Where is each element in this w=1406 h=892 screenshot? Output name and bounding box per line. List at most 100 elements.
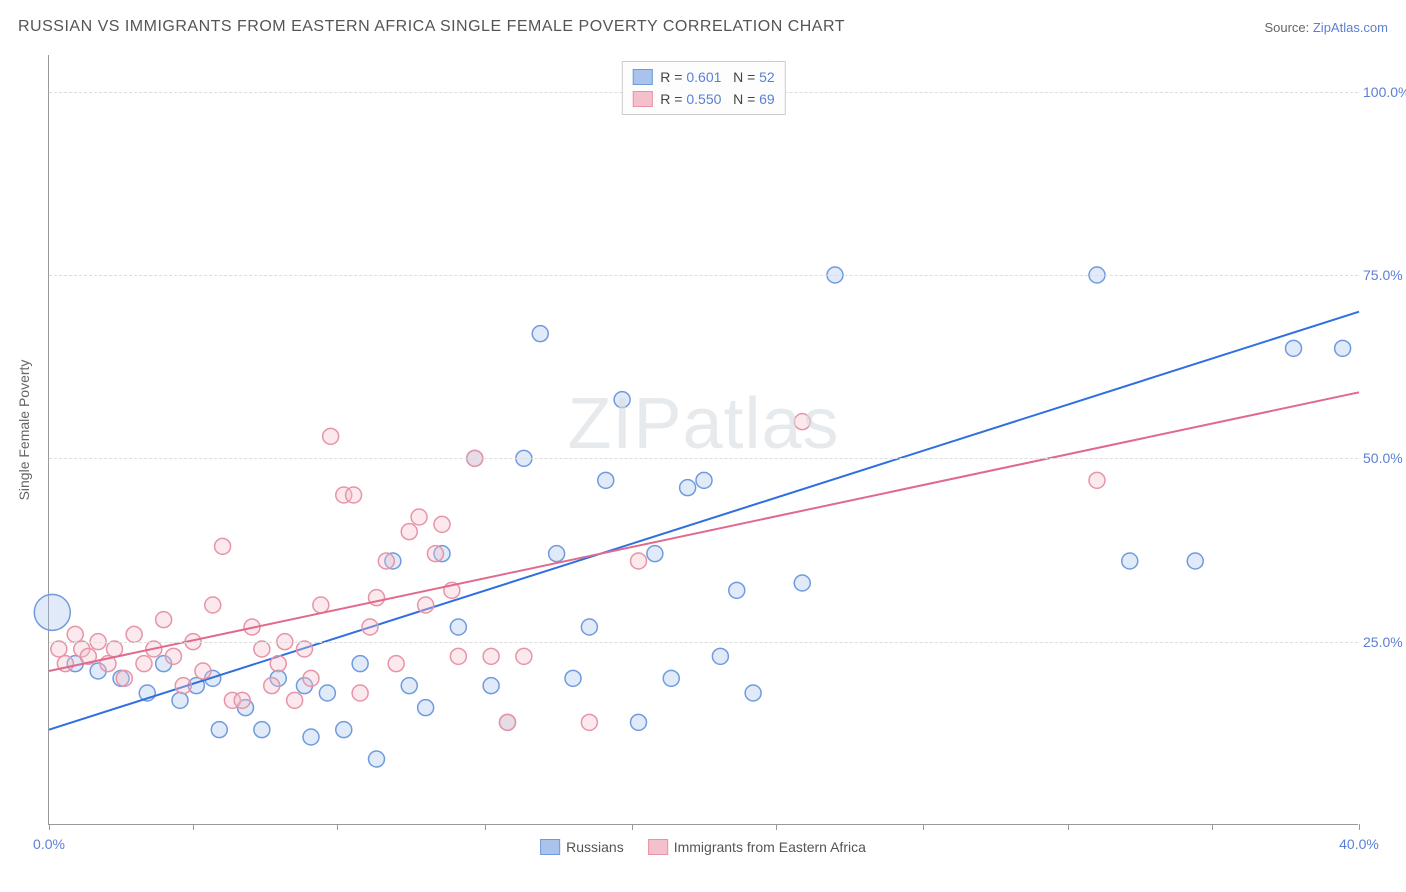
data-point (500, 714, 516, 730)
data-point (581, 619, 597, 635)
data-point (126, 626, 142, 642)
data-point (483, 678, 499, 694)
legend-swatch (648, 839, 668, 855)
data-point (346, 487, 362, 503)
data-point (631, 553, 647, 569)
data-point (67, 626, 83, 642)
series-legend: Russians Immigrants from Eastern Africa (540, 839, 866, 855)
legend-row: R = 0.550 N = 69 (632, 88, 774, 110)
data-point (319, 685, 335, 701)
data-point (450, 648, 466, 664)
y-tick-label: 50.0% (1363, 450, 1406, 466)
legend-item: Immigrants from Eastern Africa (648, 839, 866, 855)
x-tick (1359, 824, 1360, 830)
data-point (1089, 472, 1105, 488)
data-point (647, 546, 663, 562)
gridline (49, 275, 1358, 276)
scatter-chart: ZIPatlas R = 0.601 N = 52R = 0.550 N = 6… (48, 55, 1358, 825)
data-point (156, 612, 172, 628)
data-point (362, 619, 378, 635)
data-point (745, 685, 761, 701)
data-point (401, 678, 417, 694)
x-tick-label: 40.0% (1339, 836, 1379, 852)
x-tick (923, 824, 924, 830)
y-tick-label: 25.0% (1363, 634, 1406, 650)
data-point (303, 670, 319, 686)
x-tick (776, 824, 777, 830)
trend-line (49, 312, 1359, 730)
data-point (378, 553, 394, 569)
data-point (565, 670, 581, 686)
data-point (614, 392, 630, 408)
data-point (254, 722, 270, 738)
correlation-legend: R = 0.601 N = 52R = 0.550 N = 69 (621, 61, 785, 115)
data-point (418, 700, 434, 716)
legend-label: Immigrants from Eastern Africa (674, 839, 866, 855)
data-point (352, 685, 368, 701)
trend-line (49, 392, 1359, 671)
data-point (352, 656, 368, 672)
data-point (794, 414, 810, 430)
data-point (663, 670, 679, 686)
x-tick (337, 824, 338, 830)
data-point (336, 722, 352, 738)
data-point (696, 472, 712, 488)
gridline (49, 642, 1358, 643)
data-point (450, 619, 466, 635)
data-point (205, 597, 221, 613)
data-point (136, 656, 152, 672)
data-point (729, 582, 745, 598)
data-point (1187, 553, 1203, 569)
x-tick (632, 824, 633, 830)
x-tick (193, 824, 194, 830)
data-point (434, 516, 450, 532)
gridline (49, 458, 1358, 459)
x-tick (1068, 824, 1069, 830)
x-tick (1212, 824, 1213, 830)
data-point (516, 648, 532, 664)
legend-swatch (632, 69, 652, 85)
legend-item: Russians (540, 839, 624, 855)
data-point (234, 692, 250, 708)
data-point (1286, 340, 1302, 356)
data-point (598, 472, 614, 488)
data-point (427, 546, 443, 562)
data-point (116, 670, 132, 686)
data-point (215, 538, 231, 554)
data-point (303, 729, 319, 745)
data-point (296, 641, 312, 657)
x-tick (49, 824, 50, 830)
data-point (411, 509, 427, 525)
y-tick-label: 100.0% (1363, 84, 1406, 100)
data-point (680, 480, 696, 496)
data-point (175, 678, 191, 694)
data-point (388, 656, 404, 672)
legend-row: R = 0.601 N = 52 (632, 66, 774, 88)
data-point (165, 648, 181, 664)
data-point (369, 751, 385, 767)
data-point (211, 722, 227, 738)
data-point (549, 546, 565, 562)
data-point (195, 663, 211, 679)
data-point (794, 575, 810, 591)
source-label: Source: ZipAtlas.com (1264, 20, 1388, 35)
data-point (313, 597, 329, 613)
data-point (270, 656, 286, 672)
x-tick (485, 824, 486, 830)
data-point (107, 641, 123, 657)
data-point (51, 641, 67, 657)
data-point (254, 641, 270, 657)
data-point (581, 714, 597, 730)
y-axis-label: Single Female Poverty (16, 360, 32, 501)
data-point (1122, 553, 1138, 569)
data-point (264, 678, 280, 694)
x-tick-label: 0.0% (33, 836, 65, 852)
y-tick-label: 75.0% (1363, 267, 1406, 283)
data-point (1335, 340, 1351, 356)
data-point (418, 597, 434, 613)
data-point (483, 648, 499, 664)
data-point (532, 326, 548, 342)
data-point (401, 524, 417, 540)
source-link[interactable]: ZipAtlas.com (1313, 20, 1388, 35)
data-point (323, 428, 339, 444)
